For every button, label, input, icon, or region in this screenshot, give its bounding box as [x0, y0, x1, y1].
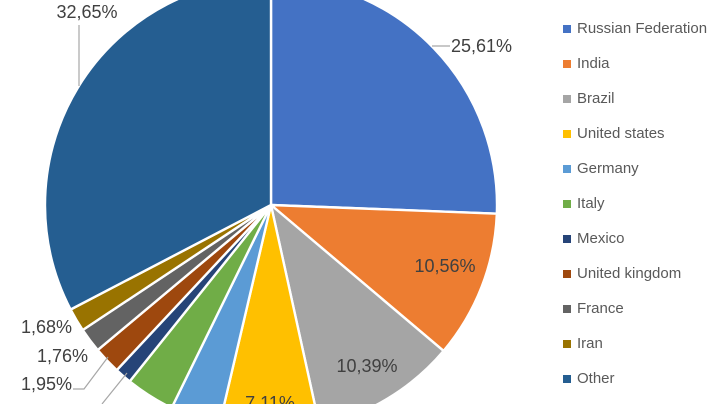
legend-label-russian-federation: Russian Federation	[577, 20, 708, 37]
data-label-other: 32,65%	[56, 2, 117, 22]
legend-item-france[interactable]: France	[563, 298, 624, 320]
pie-slice-india[interactable]	[269, 203, 499, 353]
legend-swatch-brazil	[563, 95, 571, 103]
data-label-brazil: 10,39%	[336, 356, 397, 376]
legend-swatch-united-states	[563, 130, 571, 138]
legend-swatch-other	[563, 375, 571, 383]
data-labels: 25,61% 10,56% 10,39% 7,11% 1,95% 1,76% 1,68% 32…	[21, 2, 512, 404]
pie-slice-united-states[interactable]	[219, 203, 319, 404]
legend-label-united-states: United states	[577, 125, 665, 142]
data-label-united-kingdom: 1,95%	[21, 374, 72, 394]
legend-label-india: India	[577, 55, 610, 72]
legend-swatch-iran	[563, 340, 571, 348]
legend-label-france: France	[577, 300, 624, 317]
legend-swatch-united-kingdom	[563, 270, 571, 278]
legend-item-india[interactable]: India	[563, 53, 610, 75]
data-label-united-states: 7,11%	[245, 393, 295, 404]
data-label-india: 10,56%	[414, 256, 475, 276]
legend-label-other: Other	[577, 370, 615, 387]
legend-swatch-germany	[563, 165, 571, 173]
pie-slice-other[interactable]	[43, 0, 273, 311]
leader-lines	[73, 25, 450, 404]
legend-item-russian-federation[interactable]: Russian Federation	[563, 18, 707, 40]
leader-line-mexico	[101, 372, 128, 404]
legend-swatch-india	[563, 60, 571, 68]
legend-item-brazil[interactable]: Brazil	[563, 88, 615, 110]
leader-line-united-kingdom	[73, 356, 109, 390]
legend-swatch-france	[563, 305, 571, 313]
legend-swatch-mexico	[563, 235, 571, 243]
legend-item-other[interactable]: Other	[563, 368, 615, 390]
legend-label-united-kingdom: United kingdom	[577, 265, 682, 282]
legend-item-italy[interactable]: Italy	[563, 193, 605, 215]
legend-label-germany: Germany	[577, 160, 639, 177]
legend-item-mexico[interactable]: Mexico	[563, 228, 625, 250]
legend-label-iran: Iran	[577, 335, 603, 352]
legend-swatch-italy	[563, 200, 571, 208]
data-label-russian-federation: 25,61%	[451, 36, 512, 56]
legend-item-united-kingdom[interactable]: United kingdom	[563, 263, 681, 285]
pie-slices	[43, 0, 499, 404]
data-label-iran: 1,68%	[21, 317, 72, 337]
pie-slice-brazil[interactable]	[269, 203, 445, 404]
pie-slice-russian-federation[interactable]	[269, 0, 499, 215]
legend-swatch-russian-federation	[563, 25, 571, 33]
legend-item-germany[interactable]: Germany	[563, 158, 639, 180]
legend-item-united-states[interactable]: United states	[563, 123, 665, 145]
legend: Russian Federation India Brazil United stat…	[563, 0, 720, 404]
data-label-france: 1,76%	[37, 346, 88, 366]
legend-label-mexico: Mexico	[577, 230, 625, 247]
legend-label-brazil: Brazil	[577, 90, 615, 107]
legend-label-italy: Italy	[577, 195, 605, 212]
legend-item-iran[interactable]: Iran	[563, 333, 603, 355]
